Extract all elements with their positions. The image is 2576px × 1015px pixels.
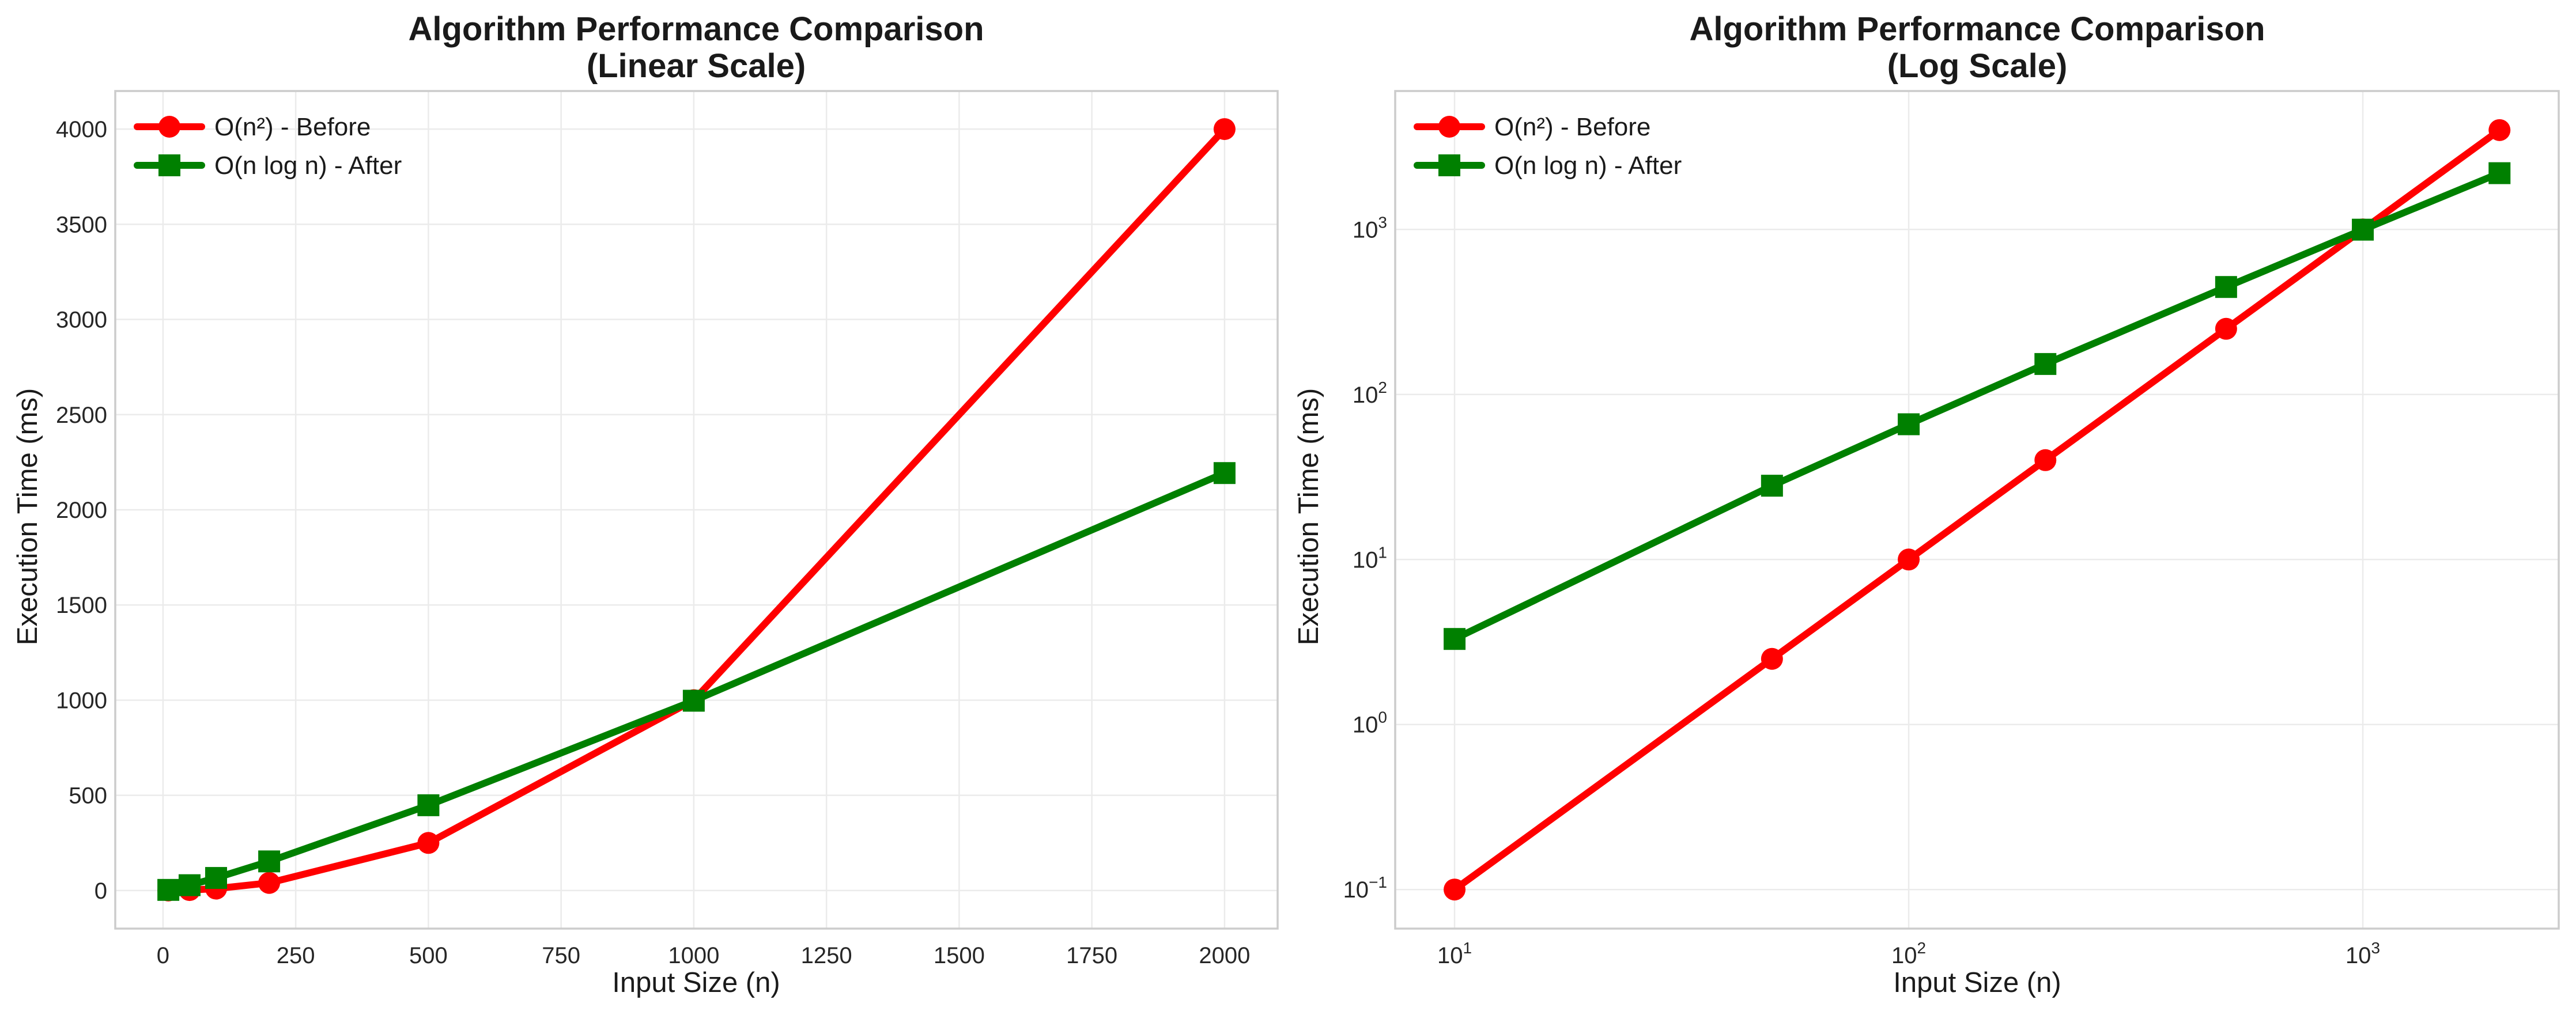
x-tick-label: 1000 <box>668 943 719 968</box>
x-tick-label: 250 <box>277 943 315 968</box>
chart-title-line2: (Log Scale) <box>1887 47 2068 85</box>
legend: O(n²) - Before O(n log n) - After <box>134 113 402 180</box>
data-point-square <box>258 850 281 873</box>
legend-marker-square <box>158 154 180 176</box>
chart-title-line1: Algorithm Performance Comparison <box>408 10 984 48</box>
data-point-square <box>205 867 227 889</box>
data-point-circle <box>417 832 440 854</box>
data-point-circle <box>1761 647 1783 670</box>
y-axis-label: Execution Time (ms) <box>12 388 43 646</box>
y-tick-label: 3500 <box>56 212 107 237</box>
legend-label: O(n²) - Before <box>214 113 371 141</box>
chart-title-line2: (Linear Scale) <box>587 47 806 85</box>
gridlines <box>115 91 1278 929</box>
data-point-circle <box>258 872 281 894</box>
data-point-square <box>1444 628 1466 650</box>
y-tick-label: 101 <box>1353 543 1387 573</box>
series-markers <box>1444 119 2511 901</box>
log-scale-chart: Algorithm Performance Comparison (Log Sc… <box>1293 10 2560 998</box>
gridlines <box>1395 91 2559 929</box>
x-tick-label: 750 <box>542 943 580 968</box>
data-point-square <box>682 690 705 712</box>
x-axis-ticks: 0 250 500 750 1000 1250 1500 1750 2000 <box>157 943 1251 968</box>
data-point-circle <box>1898 548 1920 571</box>
data-point-square <box>2488 162 2511 184</box>
x-tick-label: 500 <box>409 943 448 968</box>
legend: O(n²) - Before O(n log n) - After <box>1414 113 1682 180</box>
data-point-circle <box>2215 317 2237 340</box>
y-tick-label: 2500 <box>56 403 107 428</box>
data-point-square <box>157 878 180 901</box>
chart-title-line1: Algorithm Performance Comparison <box>1689 10 2265 48</box>
legend-marker-circle <box>158 116 180 138</box>
plot-frame <box>114 90 1279 930</box>
legend-marker-circle <box>1438 116 1460 138</box>
x-tick-label: 1500 <box>934 943 985 968</box>
series-markers <box>157 118 1236 902</box>
data-point-square <box>1213 462 1236 484</box>
y-tick-label: 1500 <box>56 593 107 618</box>
data-point-square <box>2034 353 2057 375</box>
x-tick-label: 1250 <box>801 943 852 968</box>
x-axis-label: Input Size (n) <box>1893 967 2061 998</box>
linear-scale-chart: Algorithm Performance Comparison (Linear… <box>12 10 1279 998</box>
data-point-circle <box>2488 119 2511 141</box>
y-axis-label: Execution Time (ms) <box>1293 388 1324 646</box>
y-tick-label: 2000 <box>56 498 107 523</box>
x-tick-label: 0 <box>157 943 169 968</box>
data-point-square <box>2215 276 2237 298</box>
legend-marker-square <box>1438 154 1460 176</box>
data-point-square <box>1898 413 1920 435</box>
x-tick-label: 2000 <box>1199 943 1250 968</box>
plot-frame <box>1394 90 2560 930</box>
data-point-circle <box>1213 118 1236 141</box>
y-tick-label: 4000 <box>56 117 107 142</box>
data-point-square <box>178 874 201 896</box>
x-axis-label: Input Size (n) <box>612 967 780 998</box>
y-tick-label: 500 <box>69 783 107 809</box>
legend-label: O(n²) - Before <box>1494 113 1650 141</box>
data-point-square <box>1761 475 1783 497</box>
data-point-square <box>2352 218 2374 241</box>
x-tick-label: 1750 <box>1066 943 1117 968</box>
legend-label: O(n log n) - After <box>214 152 402 180</box>
data-point-circle <box>1444 878 1466 901</box>
data-point-circle <box>2034 449 2057 471</box>
y-tick-label: 0 <box>95 878 107 904</box>
y-tick-label: 3000 <box>56 308 107 333</box>
y-tick-label: 1000 <box>56 688 107 713</box>
data-point-square <box>417 794 440 816</box>
y-axis-ticks: 0 500 1000 1500 2000 2500 3000 3500 4000 <box>56 117 107 904</box>
y-tick-label: 10−1 <box>1343 873 1387 903</box>
legend-label: O(n log n) - After <box>1494 152 1682 180</box>
